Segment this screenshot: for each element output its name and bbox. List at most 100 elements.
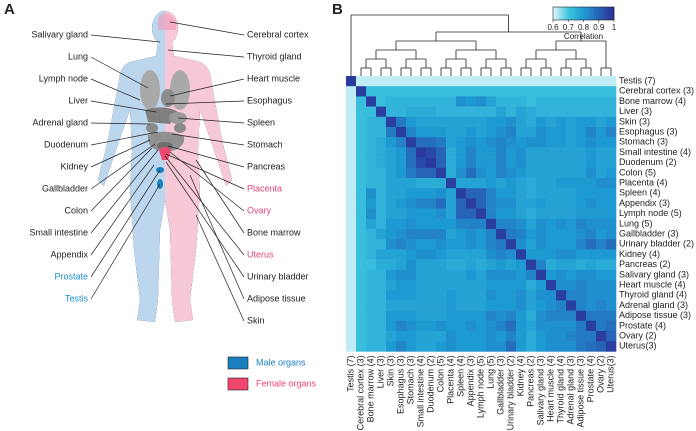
heat-cell: [386, 280, 397, 291]
heat-cell: [606, 259, 617, 271]
leader-line: [90, 139, 151, 168]
heat-cell: [546, 300, 557, 311]
row-label: Salivary gland (3): [619, 269, 689, 279]
leader-line: [167, 49, 245, 58]
heat-cell: [466, 310, 477, 322]
heat-cell: [436, 188, 447, 199]
heat-cell: [526, 320, 537, 332]
heat-cell: [426, 157, 437, 169]
heat-cell: [536, 106, 547, 118]
organ-label: Uterus: [247, 249, 274, 259]
heat-cell: [586, 259, 597, 271]
heat-cell: [396, 310, 407, 322]
heat-cell: [606, 127, 617, 138]
heat-cell: [386, 198, 397, 209]
heat-cell: [556, 198, 567, 209]
heat-cell: [376, 127, 387, 138]
heat-cell: [556, 106, 567, 118]
heat-cell: [556, 127, 567, 138]
heat-cell: [586, 290, 597, 301]
heat-cell: [366, 320, 377, 332]
heat-cell: [426, 331, 437, 342]
heat-cell: [356, 127, 367, 138]
heat-cell: [536, 229, 547, 240]
heat-cell: [366, 76, 377, 87]
heat-cell: [606, 86, 617, 97]
heat-cell: [356, 269, 367, 281]
heat-cell: [456, 178, 467, 189]
heat-cell: [556, 249, 567, 260]
heat-cell: [586, 127, 597, 138]
legend-swatch: [227, 356, 249, 370]
heat-cell: [376, 167, 387, 179]
heat-cell: [376, 320, 387, 332]
heat-cell: [596, 310, 607, 322]
heat-cell: [356, 239, 367, 250]
heat-cell: [386, 127, 397, 138]
colorbar-step: [553, 7, 555, 20]
heat-cell: [386, 310, 397, 322]
heat-cell: [496, 116, 507, 128]
heat-cell: [436, 310, 447, 322]
heat-cell: [536, 198, 547, 209]
heat-cell: [566, 76, 577, 87]
heat-cell: [476, 249, 487, 260]
leader-line: [90, 183, 161, 300]
heat-cell: [596, 239, 607, 250]
heat-cell: [446, 96, 457, 107]
colorbar-step: [597, 7, 600, 20]
heat-cell: [436, 178, 447, 189]
heat-cell: [576, 229, 587, 240]
heat-cell: [486, 218, 497, 230]
heat-cell: [566, 167, 577, 179]
heat-cell: [356, 341, 367, 352]
heat-cell: [406, 269, 417, 281]
heat-cell: [376, 76, 387, 87]
heat-cell: [556, 331, 567, 342]
heat-cell: [486, 178, 497, 189]
heat-cell: [456, 218, 467, 230]
heat-cell: [476, 331, 487, 342]
leader-line: [90, 149, 159, 234]
heat-cell: [506, 116, 517, 128]
heat-cell: [456, 249, 467, 260]
heat-cell: [446, 127, 457, 138]
heat-cell: [536, 96, 547, 107]
heat-cell: [426, 76, 437, 87]
heat-cell: [576, 320, 587, 332]
heat-cell: [526, 229, 537, 240]
heat-cell: [536, 157, 547, 169]
heat-cell: [436, 249, 447, 260]
heat-cell: [506, 218, 517, 230]
heat-cell: [606, 269, 617, 281]
heat-cell: [516, 157, 527, 169]
heat-cell: [576, 341, 587, 352]
heat-cell: [466, 137, 477, 148]
heat-cell: [356, 147, 367, 158]
heat-cell: [386, 218, 397, 230]
heat-cell: [606, 167, 617, 179]
organ-label: Testis: [65, 293, 89, 303]
heat-cell: [496, 341, 507, 352]
colorbar-step: [556, 7, 558, 20]
heat-cell: [476, 188, 487, 199]
heat-cell: [476, 229, 487, 240]
heat-cell: [466, 127, 477, 138]
column-label: Heart muscle (4): [545, 355, 555, 422]
heat-cell: [436, 198, 447, 209]
heat-cell: [566, 239, 577, 250]
heat-cell: [416, 290, 427, 301]
heat-cell: [386, 208, 397, 220]
heat-cell: [566, 198, 577, 209]
heat-cell: [406, 310, 417, 322]
heat-cell: [476, 300, 487, 311]
heat-cell: [456, 229, 467, 240]
leader-line: [165, 153, 245, 190]
heat-cell: [366, 127, 377, 138]
organ-label: Kidney: [60, 161, 88, 171]
heat-cell: [486, 157, 497, 169]
heat-cell: [546, 259, 557, 271]
heat-cell: [606, 310, 617, 322]
column-label: Lymph node (5): [475, 355, 485, 418]
